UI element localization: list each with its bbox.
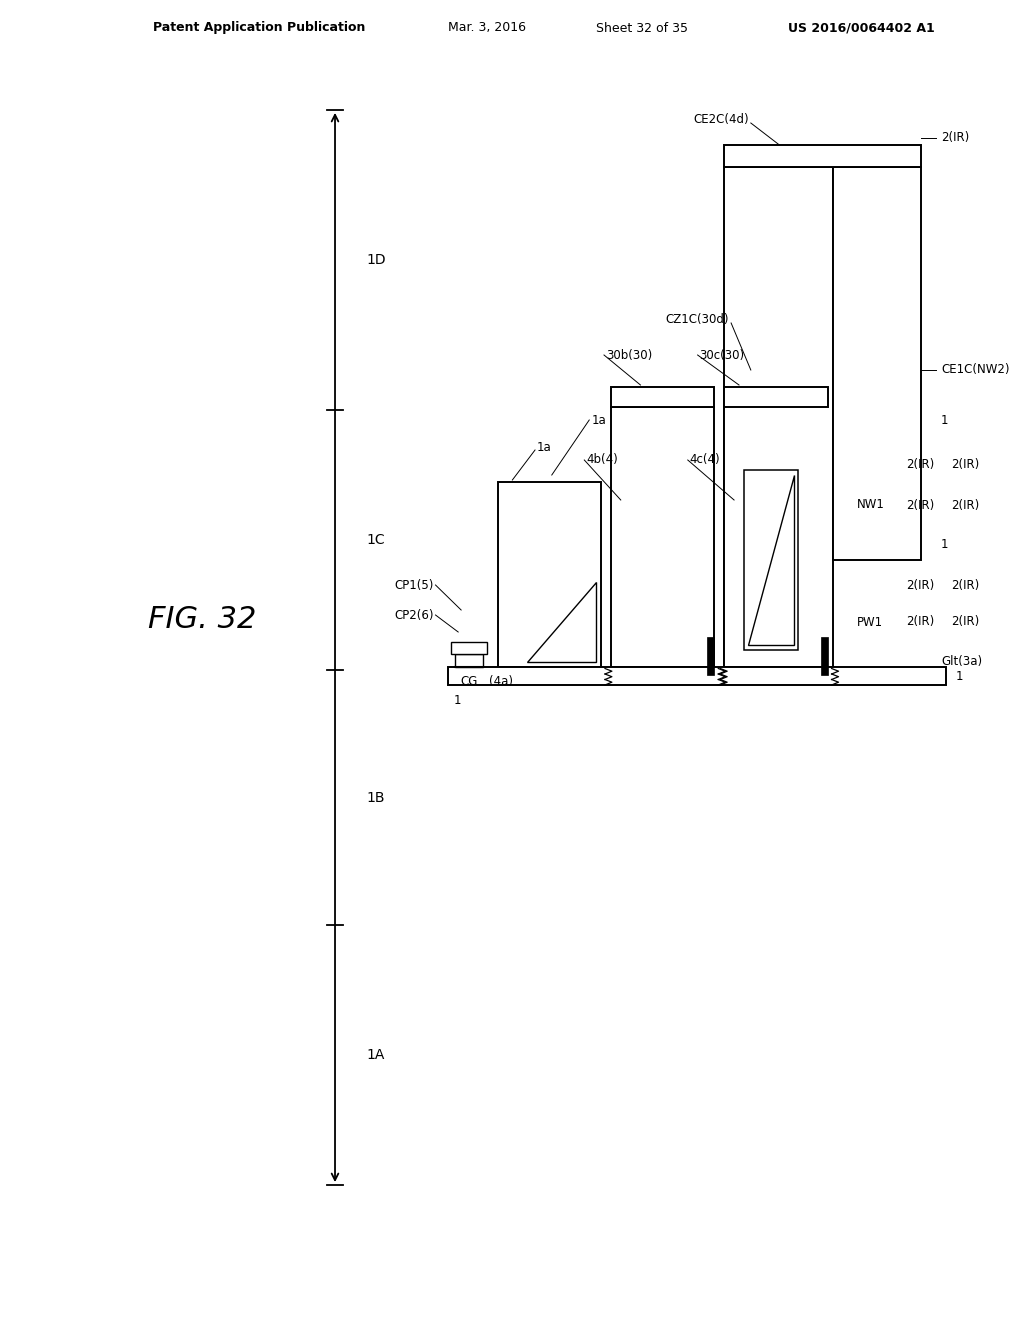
Text: 2(IR): 2(IR) — [951, 458, 979, 471]
Bar — [452, 642, 486, 655]
Bar — [456, 655, 482, 667]
Text: 30b(30): 30b(30) — [606, 348, 652, 362]
Text: 30c(30): 30c(30) — [699, 348, 744, 362]
Text: Glt(3a): Glt(3a) — [941, 656, 982, 668]
Text: 2(IR): 2(IR) — [906, 458, 935, 471]
Text: CE2C(4d): CE2C(4d) — [693, 114, 749, 127]
Text: 2(IR): 2(IR) — [951, 499, 979, 511]
Text: 1: 1 — [454, 693, 461, 706]
Polygon shape — [527, 582, 596, 663]
Text: Sheet 32 of 35: Sheet 32 of 35 — [596, 21, 688, 34]
Text: Patent Application Publication: Patent Application Publication — [153, 21, 366, 34]
Text: 1: 1 — [955, 669, 964, 682]
Bar — [611, 387, 715, 407]
Text: 1: 1 — [941, 413, 948, 426]
Text: Mar. 3, 2016: Mar. 3, 2016 — [449, 21, 526, 34]
Bar — [449, 667, 946, 685]
Text: 2(IR): 2(IR) — [951, 615, 979, 628]
Text: 4c(4): 4c(4) — [690, 454, 720, 466]
Polygon shape — [748, 475, 795, 645]
Text: FIG. 32: FIG. 32 — [147, 606, 256, 635]
Text: 2(IR): 2(IR) — [906, 615, 935, 628]
Text: 4b(4): 4b(4) — [587, 454, 618, 466]
Text: 2(IR): 2(IR) — [941, 132, 970, 144]
Bar — [833, 168, 922, 560]
Bar — [708, 638, 715, 675]
Text: 1C: 1C — [367, 533, 385, 546]
Text: US 2016/0064402 A1: US 2016/0064402 A1 — [788, 21, 935, 34]
Bar — [611, 407, 715, 667]
Bar — [724, 387, 827, 407]
Text: 1D: 1D — [367, 253, 386, 267]
Text: 1a: 1a — [591, 413, 606, 426]
Text: 1B: 1B — [367, 791, 385, 804]
Text: CP1(5): CP1(5) — [394, 578, 433, 591]
Text: CZ1C(30d): CZ1C(30d) — [666, 314, 729, 326]
Text: CE1C(NW2): CE1C(NW2) — [941, 363, 1010, 376]
Text: 1: 1 — [941, 539, 948, 552]
Text: 2(IR): 2(IR) — [951, 578, 979, 591]
Bar — [724, 145, 922, 168]
Text: 1a: 1a — [537, 441, 552, 454]
Text: CP2(6): CP2(6) — [394, 609, 433, 622]
Text: NW1: NW1 — [857, 499, 885, 511]
Text: 2(IR): 2(IR) — [906, 578, 935, 591]
Bar — [821, 638, 827, 675]
Bar — [724, 168, 833, 667]
Text: CG: CG — [461, 675, 478, 688]
Bar — [498, 482, 601, 667]
Text: PW1: PW1 — [857, 615, 884, 628]
Text: 2(IR): 2(IR) — [906, 499, 935, 511]
Bar — [724, 407, 827, 667]
Text: (4a): (4a) — [488, 675, 513, 688]
Bar — [743, 470, 798, 649]
Text: 1A: 1A — [367, 1048, 385, 1063]
